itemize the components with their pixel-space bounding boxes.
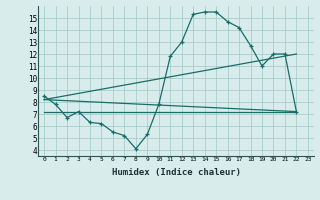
X-axis label: Humidex (Indice chaleur): Humidex (Indice chaleur) xyxy=(111,168,241,177)
